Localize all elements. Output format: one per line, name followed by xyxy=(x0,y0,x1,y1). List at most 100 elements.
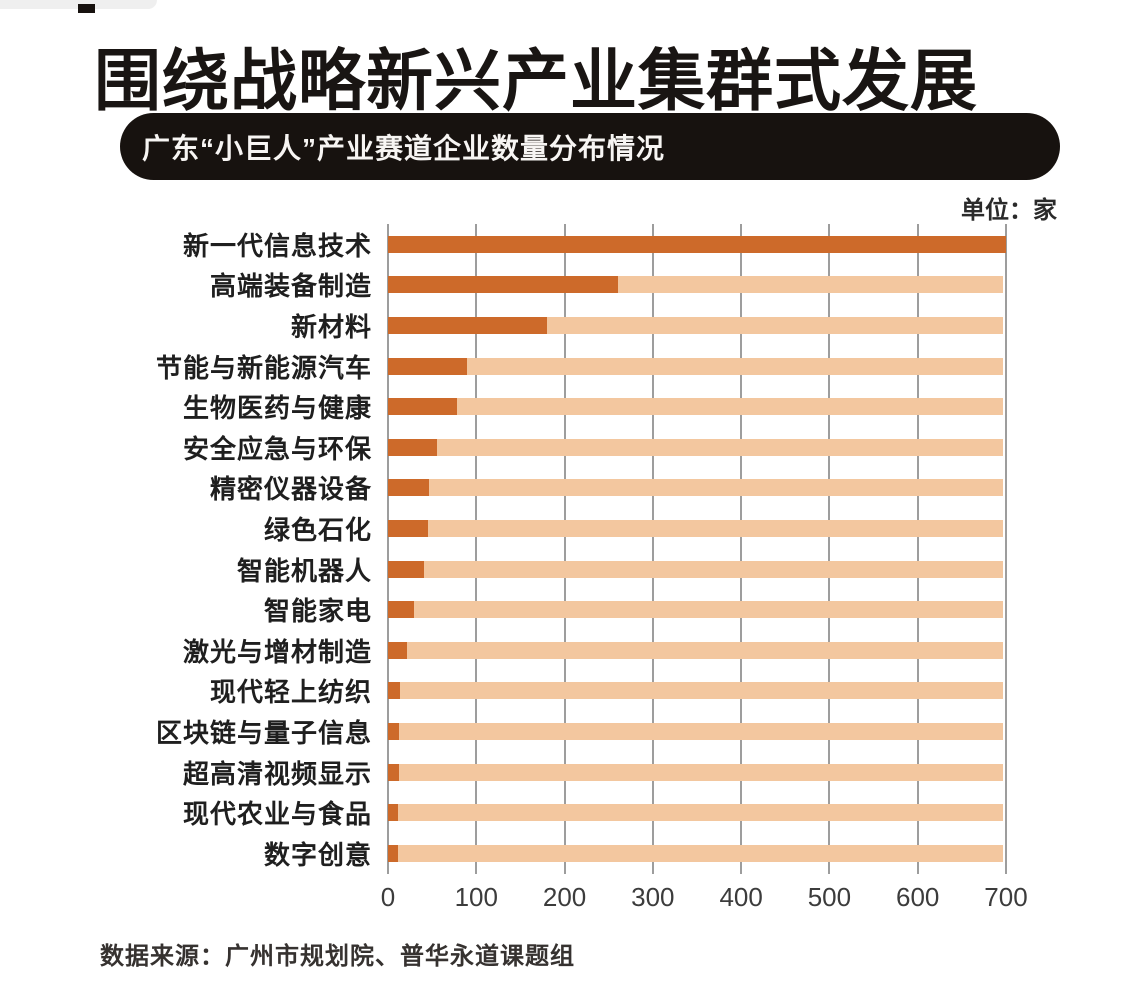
category-label: 安全应急与环保 xyxy=(182,433,372,464)
bar-background xyxy=(388,357,1004,375)
bar-track xyxy=(388,560,1006,578)
gridline-200 xyxy=(563,224,566,874)
x-tick-label: 600 xyxy=(896,882,940,912)
bar-value xyxy=(388,804,398,822)
bar-row: 激光与增材制造 xyxy=(100,630,1080,671)
bar-track xyxy=(388,641,1006,659)
bar-track xyxy=(388,316,1006,334)
bar-value xyxy=(388,844,398,862)
category-label: 超高清视频显示 xyxy=(182,758,372,789)
bar-value xyxy=(388,722,400,740)
category-label: 智能家电 xyxy=(263,596,372,627)
bar-value xyxy=(388,398,457,416)
bar-row: 现代轻上纺织 xyxy=(100,671,1080,712)
bar-value xyxy=(388,519,428,537)
category-label: 生物医药与健康 xyxy=(182,393,372,424)
bar-row: 现代农业与食品 xyxy=(100,792,1080,833)
bar-value xyxy=(388,235,1006,253)
bar-row: 新材料 xyxy=(100,305,1080,346)
bar-row: 高端装备制造 xyxy=(100,265,1080,306)
bar-background xyxy=(388,804,1004,822)
x-tick-label: 100 xyxy=(454,882,498,912)
bar-track xyxy=(388,804,1006,822)
bar-background xyxy=(388,479,1004,497)
x-tick-label: 0 xyxy=(380,882,396,912)
bar-row: 新一代信息技术 xyxy=(100,224,1080,265)
bar-track xyxy=(388,601,1006,619)
bar-background xyxy=(388,641,1004,659)
x-tick-label: 400 xyxy=(719,882,763,912)
bar-value xyxy=(388,479,429,497)
top-crop-glyph-artifact xyxy=(78,4,95,13)
category-label: 绿色石化 xyxy=(263,514,372,545)
gridline-700 xyxy=(1005,224,1007,874)
bar-value xyxy=(388,438,437,456)
bar-row: 区块链与量子信息 xyxy=(100,711,1080,752)
bar-value xyxy=(388,357,468,375)
bar-track xyxy=(388,479,1006,497)
bar-background xyxy=(388,763,1004,781)
gridline-100 xyxy=(475,224,478,874)
bar-row: 安全应急与环保 xyxy=(100,427,1080,468)
bar-track xyxy=(388,763,1006,781)
x-tick-label: 500 xyxy=(807,882,852,912)
x-axis-tick-labels: 0 100 200 300 400 500 600 700 xyxy=(381,882,1028,916)
bar-row: 超高清视频显示 xyxy=(100,752,1080,793)
bar-background xyxy=(388,682,1004,700)
bar-value xyxy=(388,682,401,700)
category-label: 现代轻上纺织 xyxy=(209,677,372,708)
bar-track xyxy=(388,276,1006,294)
bar-track xyxy=(388,438,1006,456)
gridlines xyxy=(387,224,1007,874)
bar-track xyxy=(388,722,1006,740)
category-label: 新一代信息技术 xyxy=(182,230,372,261)
bar-row: 绿色石化 xyxy=(100,508,1080,549)
data-source-note: 数据来源：广州市规划院、普华永道课题组 xyxy=(100,943,575,970)
category-label: 新材料 xyxy=(290,311,372,342)
bar-value xyxy=(388,641,408,659)
bar-row: 智能机器人 xyxy=(100,549,1080,590)
category-label: 精密仪器设备 xyxy=(209,474,372,505)
bar-row: 精密仪器设备 xyxy=(100,468,1080,509)
unit-label: 单位：家 xyxy=(961,197,1057,224)
category-label: 数字创意 xyxy=(263,839,372,870)
bar-track xyxy=(388,519,1006,537)
bar-value xyxy=(388,276,618,294)
page-title: 围绕战略新兴产业集群式发展 xyxy=(94,40,978,120)
category-label: 高端装备制造 xyxy=(209,271,372,302)
bar-chart: 新一代信息技术高端装备制造新材料节能与新能源汽车生物医药与健康 安全应急与环保精密… xyxy=(100,224,1080,924)
bar-value xyxy=(388,601,415,619)
bar-value xyxy=(388,763,399,781)
bar-row: 智能家电 xyxy=(100,589,1080,630)
bar-value xyxy=(388,316,547,334)
bar-background xyxy=(388,560,1004,578)
category-label: 区块链与量子信息 xyxy=(155,717,372,748)
chart-title: 广东“小巨人”产业赛道企业数量分布情况 xyxy=(142,132,666,164)
bar-row: 生物医药与健康 xyxy=(100,386,1080,427)
x-tick-label: 200 xyxy=(542,882,587,912)
category-label: 智能机器人 xyxy=(236,555,372,586)
gridline-300 xyxy=(651,224,654,874)
bar-track xyxy=(388,398,1006,416)
gridline-600 xyxy=(916,224,919,874)
bar-track xyxy=(388,682,1006,700)
bar-background xyxy=(388,722,1004,740)
gridline-400 xyxy=(740,224,743,874)
gridline-500 xyxy=(828,224,831,874)
category-label: 现代农业与食品 xyxy=(182,799,372,830)
category-label: 激光与增材制造 xyxy=(182,636,372,667)
bar-background xyxy=(388,601,1004,619)
bar-row: 节能与新能源汽车 xyxy=(100,346,1080,387)
bar-rows: 新一代信息技术高端装备制造新材料节能与新能源汽车生物医药与健康 安全应急与环保精密… xyxy=(100,224,1080,874)
bar-track xyxy=(388,357,1006,375)
bar-background xyxy=(388,519,1004,537)
chart-title-banner: 广东“小巨人”产业赛道企业数量分布情况 xyxy=(120,113,1060,180)
bar-background xyxy=(388,438,1004,456)
category-label: 节能与新能源汽车 xyxy=(155,352,372,383)
gridline-0 xyxy=(387,224,389,874)
bar-value xyxy=(388,560,425,578)
x-tick-label: 700 xyxy=(984,882,1028,912)
bar-track xyxy=(388,844,1006,862)
x-tick-label: 300 xyxy=(631,882,675,912)
